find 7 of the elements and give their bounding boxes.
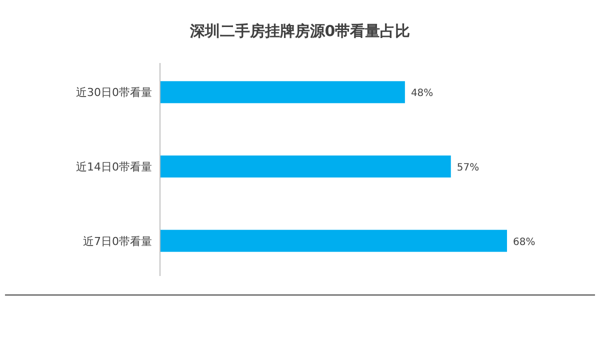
y-tick-label: 近30日0带看量 (76, 86, 152, 100)
chart-title: 深圳二手房挂牌房源0带看量占比 (188, 22, 410, 40)
data-label: 48% (410, 88, 434, 100)
data-label: 57% (456, 162, 480, 174)
data-label: 68% (513, 236, 536, 248)
y-tick-label: 近14日0带看量 (76, 160, 152, 174)
y-tick-label: 近7日0带看量 (83, 234, 152, 248)
